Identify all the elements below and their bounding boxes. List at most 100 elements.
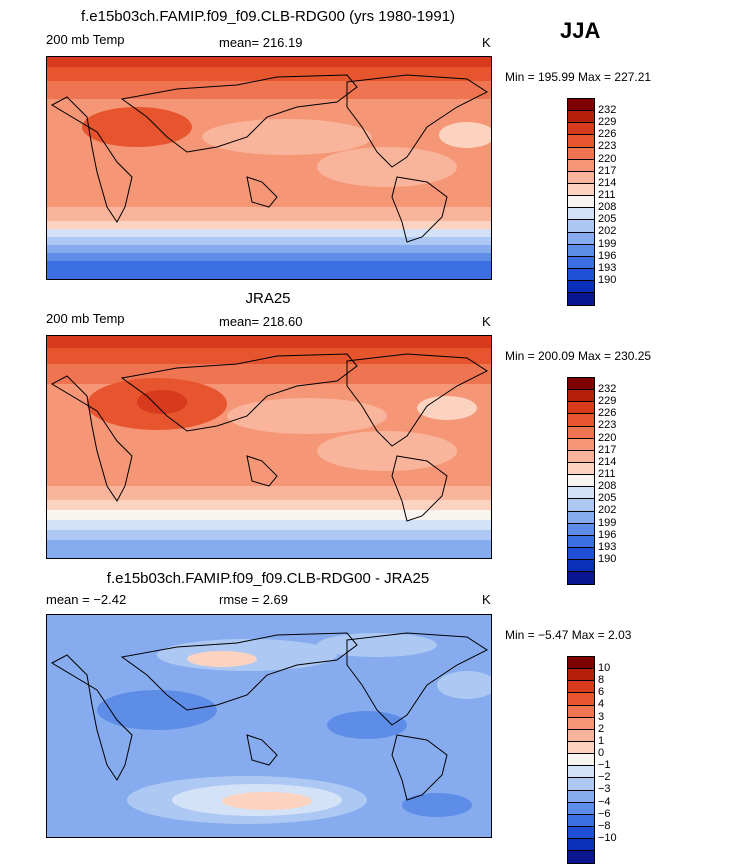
colorbar-cell <box>568 693 594 706</box>
colorbar-cell <box>568 171 594 184</box>
colorbar-cell <box>568 754 594 767</box>
colorbar-cell <box>568 196 594 209</box>
colorbar-cell <box>568 851 594 864</box>
colorbar-cell <box>568 814 594 827</box>
colorbar-tick-label: 205 <box>598 492 617 505</box>
colorbar-tick-label: 208 <box>598 480 617 493</box>
colorbar-tick-label: 199 <box>598 516 617 529</box>
colorbar-cell <box>568 135 594 148</box>
panel-3-mean-label: mean = −2.42 <box>46 592 127 607</box>
colorbar-cell <box>568 717 594 730</box>
colorbar-cell <box>568 293 594 306</box>
colorbar-cell <box>568 499 594 512</box>
colorbar-cell <box>568 402 594 415</box>
colorbar-cell <box>568 741 594 755</box>
colorbar-tick-label: 211 <box>598 188 616 201</box>
colorbar-tick-label: 229 <box>598 116 617 129</box>
colorbar-tick-label: 8 <box>598 674 605 687</box>
colorbar-tick-label: 0 <box>598 746 605 759</box>
panel-3-colorbar-labels: 10 8 6 4 3 2 1 0 −1 −2 −3 −4 −6 −8 −10 <box>598 662 617 844</box>
colorbar-cell <box>568 111 594 124</box>
panel-2-contour-map <box>47 336 491 558</box>
panel-2-mean-label: mean= 218.60 <box>219 314 303 329</box>
colorbar-tick-label: −6 <box>598 807 611 820</box>
colorbar-cell <box>568 705 594 718</box>
panel-2-title: JRA25 <box>245 290 291 307</box>
colorbar-tick-label: 226 <box>598 407 617 420</box>
colorbar-cell <box>568 281 594 294</box>
colorbar-tick-label: 223 <box>598 140 617 153</box>
colorbar-cell <box>568 208 594 221</box>
colorbar-tick-label: 223 <box>598 419 617 432</box>
colorbar-tick-label: 211 <box>598 467 616 480</box>
panel-1-title: f.e15b03ch.FAMIP.f09_f09.CLB-RDG00 (yrs … <box>80 8 456 25</box>
colorbar-cell <box>568 220 594 233</box>
colorbar-cell <box>568 378 594 391</box>
panel-1-variable-label: 200 mb Temp <box>46 32 125 47</box>
colorbar-tick-label: −3 <box>598 783 611 796</box>
colorbar-tick-label: 1 <box>598 734 605 747</box>
colorbar-tick-label: 232 <box>598 383 617 395</box>
colorbar-cell <box>568 547 594 561</box>
colorbar-cell <box>568 669 594 682</box>
colorbar-tick-label: 2 <box>598 722 605 735</box>
colorbar-cell <box>568 159 594 172</box>
colorbar-tick-label: 3 <box>598 710 605 723</box>
colorbar-cell <box>568 802 594 815</box>
colorbar-cell <box>568 826 594 840</box>
colorbar-cell <box>568 183 594 197</box>
colorbar-tick-label: 193 <box>598 261 617 274</box>
panel-1-colorbar-labels: 232 229 226 223 220 217 214 211 208 205 202 199 196 1… <box>598 104 616 286</box>
colorbar-tick-label: 214 <box>598 176 617 189</box>
colorbar-cell <box>568 523 594 536</box>
colorbar-cell <box>568 256 594 269</box>
colorbar-cell <box>568 511 594 524</box>
colorbar-tick-label: 217 <box>598 443 617 456</box>
colorbar-cell <box>568 438 594 451</box>
colorbar-tick-label: 190 <box>598 552 617 565</box>
colorbar-tick-label: −8 <box>598 819 611 832</box>
colorbar-cell <box>568 244 594 257</box>
colorbar-cell <box>568 123 594 136</box>
colorbar-tick-label: 190 <box>598 273 617 286</box>
panel-3-contour-map <box>47 615 491 837</box>
panel-2-variable-label: 200 mb Temp <box>46 311 125 326</box>
colorbar-tick-label: 226 <box>598 128 617 141</box>
colorbar-cell <box>568 268 594 282</box>
panel-3-colorbar <box>567 656 595 864</box>
colorbar-cell <box>568 535 594 548</box>
colorbar-tick-label: 220 <box>598 152 617 165</box>
colorbar-cell <box>568 681 594 694</box>
colorbar-tick-label: −10 <box>598 831 617 844</box>
colorbar-cell <box>568 560 594 573</box>
panel-3-rmse-label: rmse = 2.69 <box>219 592 289 607</box>
panel-3-minmax: Min = −5.47 Max = 2.03 <box>505 628 632 642</box>
colorbar-tick-label: 10 <box>598 662 611 674</box>
colorbar-cell <box>568 390 594 403</box>
panel-1-colorbar <box>567 98 595 307</box>
panel-1-contour-map <box>47 57 491 279</box>
colorbar-tick-label: 202 <box>598 225 617 238</box>
panel-2-colorbar-labels: 232 229 226 223 220 217 214 211 208 205 202 199 196 1… <box>598 383 616 565</box>
colorbar-tick-label: 196 <box>598 528 617 541</box>
colorbar-tick-label: 196 <box>598 249 617 262</box>
colorbar-tick-label: 199 <box>598 237 617 250</box>
panel-1-map <box>46 56 492 280</box>
colorbar-cell <box>568 572 594 585</box>
colorbar-cell <box>568 147 594 160</box>
colorbar-tick-label: −1 <box>598 759 611 772</box>
panel-2-units-label: K <box>482 314 491 329</box>
colorbar-cell <box>568 766 594 779</box>
panel-2-colorbar <box>567 377 595 586</box>
colorbar-tick-label: 193 <box>598 540 617 553</box>
colorbar-tick-label: 6 <box>598 686 605 699</box>
panel-3-title: f.e15b03ch.FAMIP.f09_f09.CLB-RDG00 - JRA… <box>106 570 430 587</box>
colorbar-tick-label: 229 <box>598 395 617 408</box>
colorbar-cell <box>568 426 594 439</box>
colorbar-tick-label: −2 <box>598 771 611 784</box>
colorbar-cell <box>568 790 594 803</box>
colorbar-tick-label: 202 <box>598 504 617 517</box>
colorbar-tick-label: 208 <box>598 201 617 214</box>
colorbar-cell <box>568 839 594 852</box>
panel-1-mean-label: mean= 216.19 <box>219 35 303 50</box>
